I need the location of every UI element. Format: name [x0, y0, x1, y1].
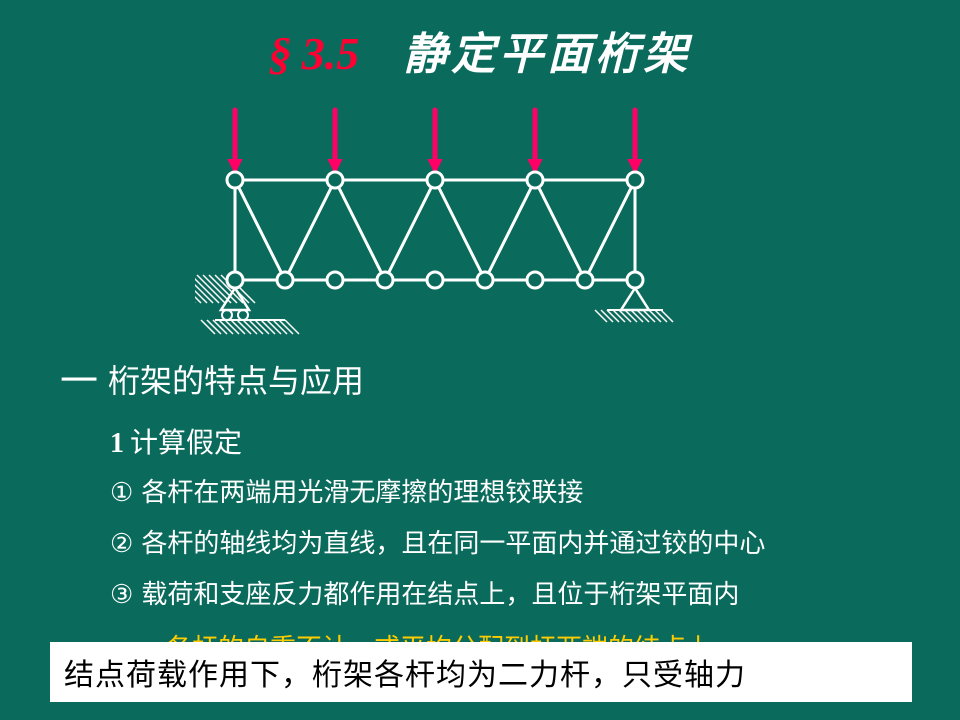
list-item: ② 各杆的轴线均为直线，且在同一平面内并通过铰的中心	[110, 526, 765, 561]
body-text: 一桁架的特点与应用 1计算假定 ① 各杆在两端用光滑无摩擦的理想铰联接 ② 各杆的轴…	[60, 350, 765, 677]
item-text: 各杆的轴线均为直线，且在同一平面内并通过铰的中心	[141, 528, 765, 558]
truss-diagram	[195, 80, 695, 340]
item-text: 各杆在两端用光滑无摩擦的理想铰联接	[141, 477, 583, 507]
section-title-text: 静定平面桁架	[403, 30, 691, 79]
subheading-text: 计算假定	[130, 427, 242, 458]
list-item: ① 各杆在两端用光滑无摩擦的理想铰联接	[110, 475, 765, 510]
highlight-box: 结点荷载作用下，桁架各杆均为二力杆，只受轴力	[50, 642, 912, 702]
subheading-num: 1	[110, 428, 124, 459]
item-number: ①	[110, 477, 133, 507]
section-symbol: §	[269, 28, 292, 79]
item-text: 载荷和支座反力都作用在结点上，且位于桁架平面内	[141, 579, 739, 609]
list-item: ③ 载荷和支座反力都作用在结点上，且位于桁架平面内	[110, 577, 765, 612]
heading-1: 一桁架的特点与应用	[60, 350, 765, 405]
heading-prefix: 一	[60, 361, 98, 403]
slide-title: § 3.5 静定平面桁架	[0, 18, 960, 82]
section-number: 3.5	[302, 28, 360, 79]
subheading: 1计算假定	[110, 421, 765, 461]
item-number: ②	[110, 528, 133, 558]
item-number: ③	[110, 579, 133, 609]
heading-text: 桁架的特点与应用	[108, 363, 364, 399]
highlight-text: 结点荷载作用下，桁架各杆均为二力杆，只受轴力	[64, 659, 746, 692]
